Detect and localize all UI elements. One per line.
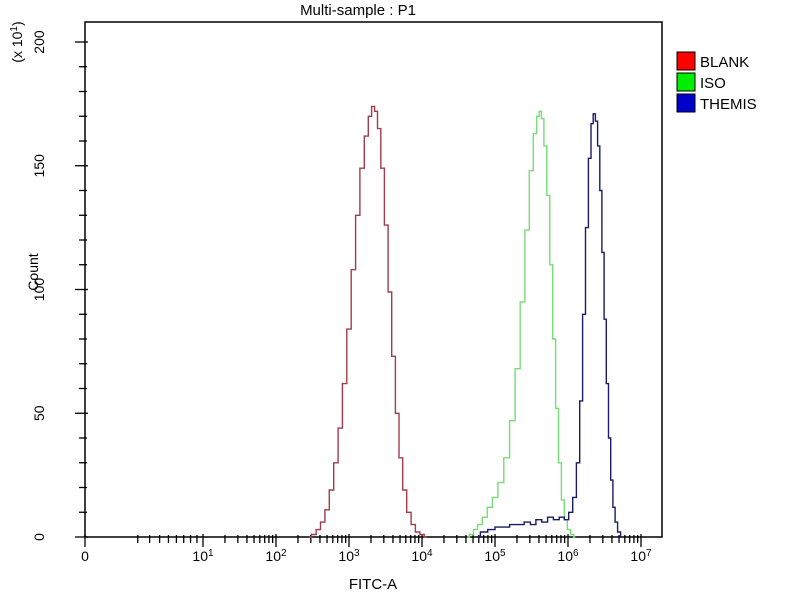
y-axis-label: Count [25, 253, 41, 290]
x-tick-label: 101 [192, 548, 214, 564]
y-tick-label: 0 [31, 533, 47, 541]
legend-label-themis: THEMIS [700, 96, 757, 113]
x-tick-label: 102 [265, 548, 287, 564]
legend-label-iso: ISO [700, 75, 726, 92]
chart-title: Multi-sample : P1 [300, 2, 416, 19]
y-tick-label: 150 [31, 154, 47, 178]
y-tick-label: 100 [31, 278, 47, 302]
legend-swatch-iso [676, 72, 696, 92]
y-tick-label: 200 [31, 30, 47, 54]
x-tick-label: 107 [630, 548, 652, 564]
legend: BLANK ISO THEMIS [676, 51, 757, 113]
y-axis-multiplier: (x 101) [9, 21, 25, 62]
x-tick-label: 106 [557, 548, 579, 564]
legend-label-blank: BLANK [700, 54, 749, 71]
curve-blank [308, 105, 427, 538]
x-tick-label: 0 [81, 548, 89, 564]
y-tick-label: 50 [31, 405, 47, 421]
x-axis-label: FITC-A [349, 576, 397, 593]
x-axis: 0 101 102 103 104 105 106 107 [81, 534, 652, 564]
curves [308, 105, 622, 538]
legend-swatch-blank [676, 51, 696, 71]
x-tick-label: 105 [484, 548, 506, 564]
x-tick-label: 103 [338, 548, 360, 564]
curve-iso [467, 110, 576, 538]
plot-area [84, 21, 663, 538]
curve-themis [476, 113, 622, 538]
x-tick-label: 104 [411, 548, 433, 564]
legend-swatch-themis [676, 93, 696, 113]
y-axis: 0 50 100 150 200 (x 101) [9, 21, 88, 541]
